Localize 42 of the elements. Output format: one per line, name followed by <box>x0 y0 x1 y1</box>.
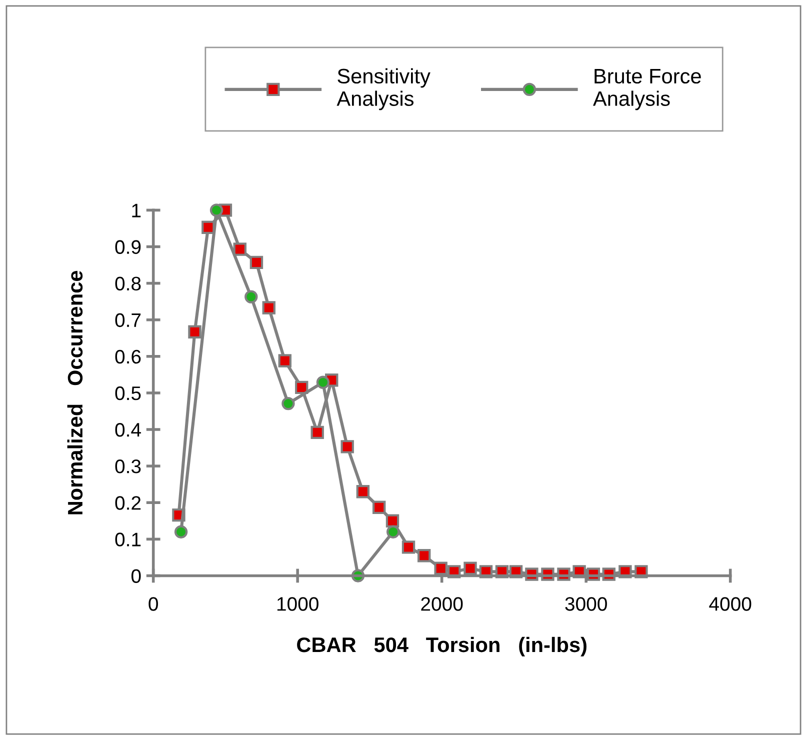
point <box>202 220 215 234</box>
point <box>386 514 400 528</box>
x-tick-label: 4000 <box>709 597 752 611</box>
x-axis-title: CBAR 504 Torsion (in-lbs) <box>297 636 586 656</box>
point <box>372 500 386 514</box>
y-tick-label: 1 <box>132 204 141 218</box>
y-tick-label: 0 <box>131 569 141 583</box>
point <box>188 325 202 338</box>
y-tick-label: 0.9 <box>115 240 141 254</box>
point <box>402 540 416 554</box>
point <box>464 562 477 576</box>
point <box>282 396 295 410</box>
point <box>356 485 370 498</box>
legend-label: Sensitivity Analysis <box>336 68 430 110</box>
point <box>233 242 246 256</box>
x-tick-label: 2000 <box>421 597 463 611</box>
x-tick-label: 0 <box>148 597 158 611</box>
y-axis-title: Normalized Occurrence <box>67 270 83 514</box>
point <box>386 525 400 538</box>
y-tick-label: 0.2 <box>115 496 141 510</box>
point <box>250 256 264 270</box>
point <box>262 301 276 314</box>
point <box>174 525 188 538</box>
point <box>316 376 330 389</box>
y-tick-label: 0.7 <box>115 313 141 328</box>
point <box>210 204 224 217</box>
y-tick-label: 0.3 <box>115 460 141 474</box>
point <box>310 426 324 440</box>
y-tick-label: 0.5 <box>115 386 141 400</box>
point <box>278 354 292 368</box>
y-tick-label: 0.4 <box>115 422 141 437</box>
legend-label: Brute Force Analysis <box>593 69 701 110</box>
point <box>244 290 258 304</box>
point <box>295 380 308 394</box>
point <box>340 440 354 454</box>
point <box>417 549 431 562</box>
x-tick-label: 3000 <box>565 597 607 611</box>
y-tick-label: 0.6 <box>115 350 141 364</box>
x-tick-label: 1000 <box>277 597 318 611</box>
y-tick-label: 0.1 <box>115 532 141 546</box>
y-tick-label: 0.8 <box>115 276 141 291</box>
point <box>434 562 448 576</box>
